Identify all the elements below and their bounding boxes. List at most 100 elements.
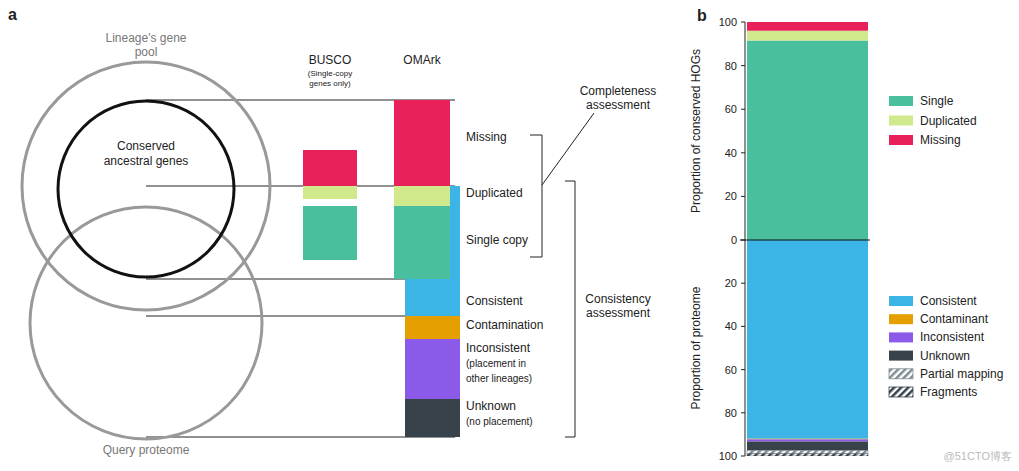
legend-label: Consistent [920, 294, 977, 308]
column-subtitle: genes only) [309, 79, 351, 88]
y-tick-label: 60 [725, 103, 737, 115]
category-sublabel: (no placement) [466, 416, 533, 427]
bars [747, 22, 868, 240]
category-label: Single copy [466, 233, 528, 247]
omark-segment [405, 339, 460, 399]
panel-label: b [697, 7, 707, 24]
gene-pool-circle [22, 62, 270, 310]
circle-label: pool [135, 45, 158, 59]
y-tick [741, 109, 745, 110]
bracket-label: Completeness [580, 84, 657, 98]
legend-label: Single [920, 94, 954, 108]
legend-swatch [889, 387, 913, 397]
y-tick-label: 20 [725, 190, 737, 202]
panel-a: a Lineage's genepool Conservedancestral ge… [8, 6, 656, 457]
y-tick [741, 369, 745, 370]
legend-swatch [889, 96, 913, 106]
category-label: Contamination [466, 318, 543, 332]
guide-line [146, 316, 405, 317]
bar-segment [747, 451, 868, 454]
watermark: @51CTO博客 [944, 450, 1012, 462]
legend-label: Missing [920, 133, 961, 147]
y-tick-label: 100 [719, 16, 737, 28]
circle-label: Conserved [117, 139, 175, 153]
legend-swatch [889, 314, 913, 324]
y-tick [741, 196, 745, 197]
legend-swatch [889, 296, 913, 306]
y-tick-label: 40 [725, 147, 737, 159]
legend-label: Inconsistent [920, 330, 985, 344]
busco-segment [303, 186, 357, 199]
busco-segment [303, 150, 357, 186]
category-label: Duplicated [466, 186, 523, 200]
legend-swatch [889, 332, 913, 342]
legend-swatch [889, 135, 913, 145]
omark-segment [405, 316, 460, 339]
bar-segment [747, 22, 868, 31]
panel-b: b 0 20 40 60 80 100 Proportion of conserved HOG… [689, 7, 1003, 462]
y-tick-label: 100 [719, 450, 737, 462]
y-tick [741, 22, 745, 23]
bracket-label: Consistency [585, 292, 650, 306]
circle-label: Lineage's gene [105, 31, 186, 45]
figure: a Lineage's genepool Conservedancestral ge… [0, 0, 1019, 471]
chart: 20406080100Proportion of proteomeConsist… [689, 240, 1003, 462]
legend-swatch [889, 369, 913, 379]
category-label: Missing [466, 130, 507, 144]
y-tick-label: 80 [725, 407, 737, 419]
y-tick [741, 326, 745, 327]
omark-segment [405, 186, 460, 316]
bar-segment [747, 442, 868, 451]
y-tick-label: 80 [725, 60, 737, 72]
panel-label: a [8, 6, 17, 23]
bar-segment [747, 439, 868, 441]
omark-segment [394, 186, 450, 206]
separator [740, 239, 870, 240]
category-sublabel: other lineages) [466, 373, 532, 384]
bracket-pointer [542, 113, 594, 185]
omark-segment [394, 206, 450, 279]
chart: 0 20 40 60 80 100 Proportion of conserved HOGs… [689, 16, 977, 246]
category-sublabel: (placement in [466, 358, 526, 369]
y-tick [741, 456, 745, 457]
bar-segment [747, 41, 868, 240]
legend-label: Contaminant [920, 312, 989, 326]
legend-label: Duplicated [920, 114, 977, 128]
bar-segment [747, 31, 868, 41]
legend-label: Partial mapping [920, 367, 1003, 381]
legend-label: Fragments [920, 385, 977, 399]
circle-label: ancestral genes [104, 154, 189, 168]
legend-label: Unknown [920, 349, 970, 363]
y-tick [741, 412, 745, 413]
conserved-circle [58, 101, 234, 277]
bracket-label: assessment [586, 306, 651, 320]
y-axis-label: Proportion of conserved HOGs [689, 49, 703, 213]
column-title: OMArk [403, 53, 441, 67]
legend-swatch [889, 116, 913, 126]
category-label: Unknown [466, 399, 516, 413]
y-axis [745, 240, 746, 456]
legend-swatch [889, 351, 913, 361]
y-tick [741, 283, 745, 284]
bar-segment [747, 240, 868, 439]
y-tick-label: 20 [725, 277, 737, 289]
y-axis-label: Proportion of proteome [689, 286, 703, 409]
circle-label: Query proteome [103, 443, 190, 457]
busco-segment [303, 206, 357, 260]
category-label: Inconsistent [466, 341, 531, 355]
omark-segment [394, 100, 450, 186]
bars [747, 240, 868, 456]
column-title: BUSCO [309, 53, 352, 67]
y-tick-label: 0 [731, 234, 737, 246]
bracket [565, 181, 575, 437]
proteome-circle [30, 207, 262, 439]
y-tick [741, 65, 745, 66]
bracket-label: assessment [586, 98, 651, 112]
category-label: Consistent [466, 294, 523, 308]
bracket [530, 135, 542, 257]
y-tick [741, 152, 745, 153]
bar-segment [747, 454, 868, 456]
y-axis [745, 22, 746, 240]
omark-segment [405, 399, 460, 437]
column-subtitle: (Single-copy [308, 69, 352, 78]
